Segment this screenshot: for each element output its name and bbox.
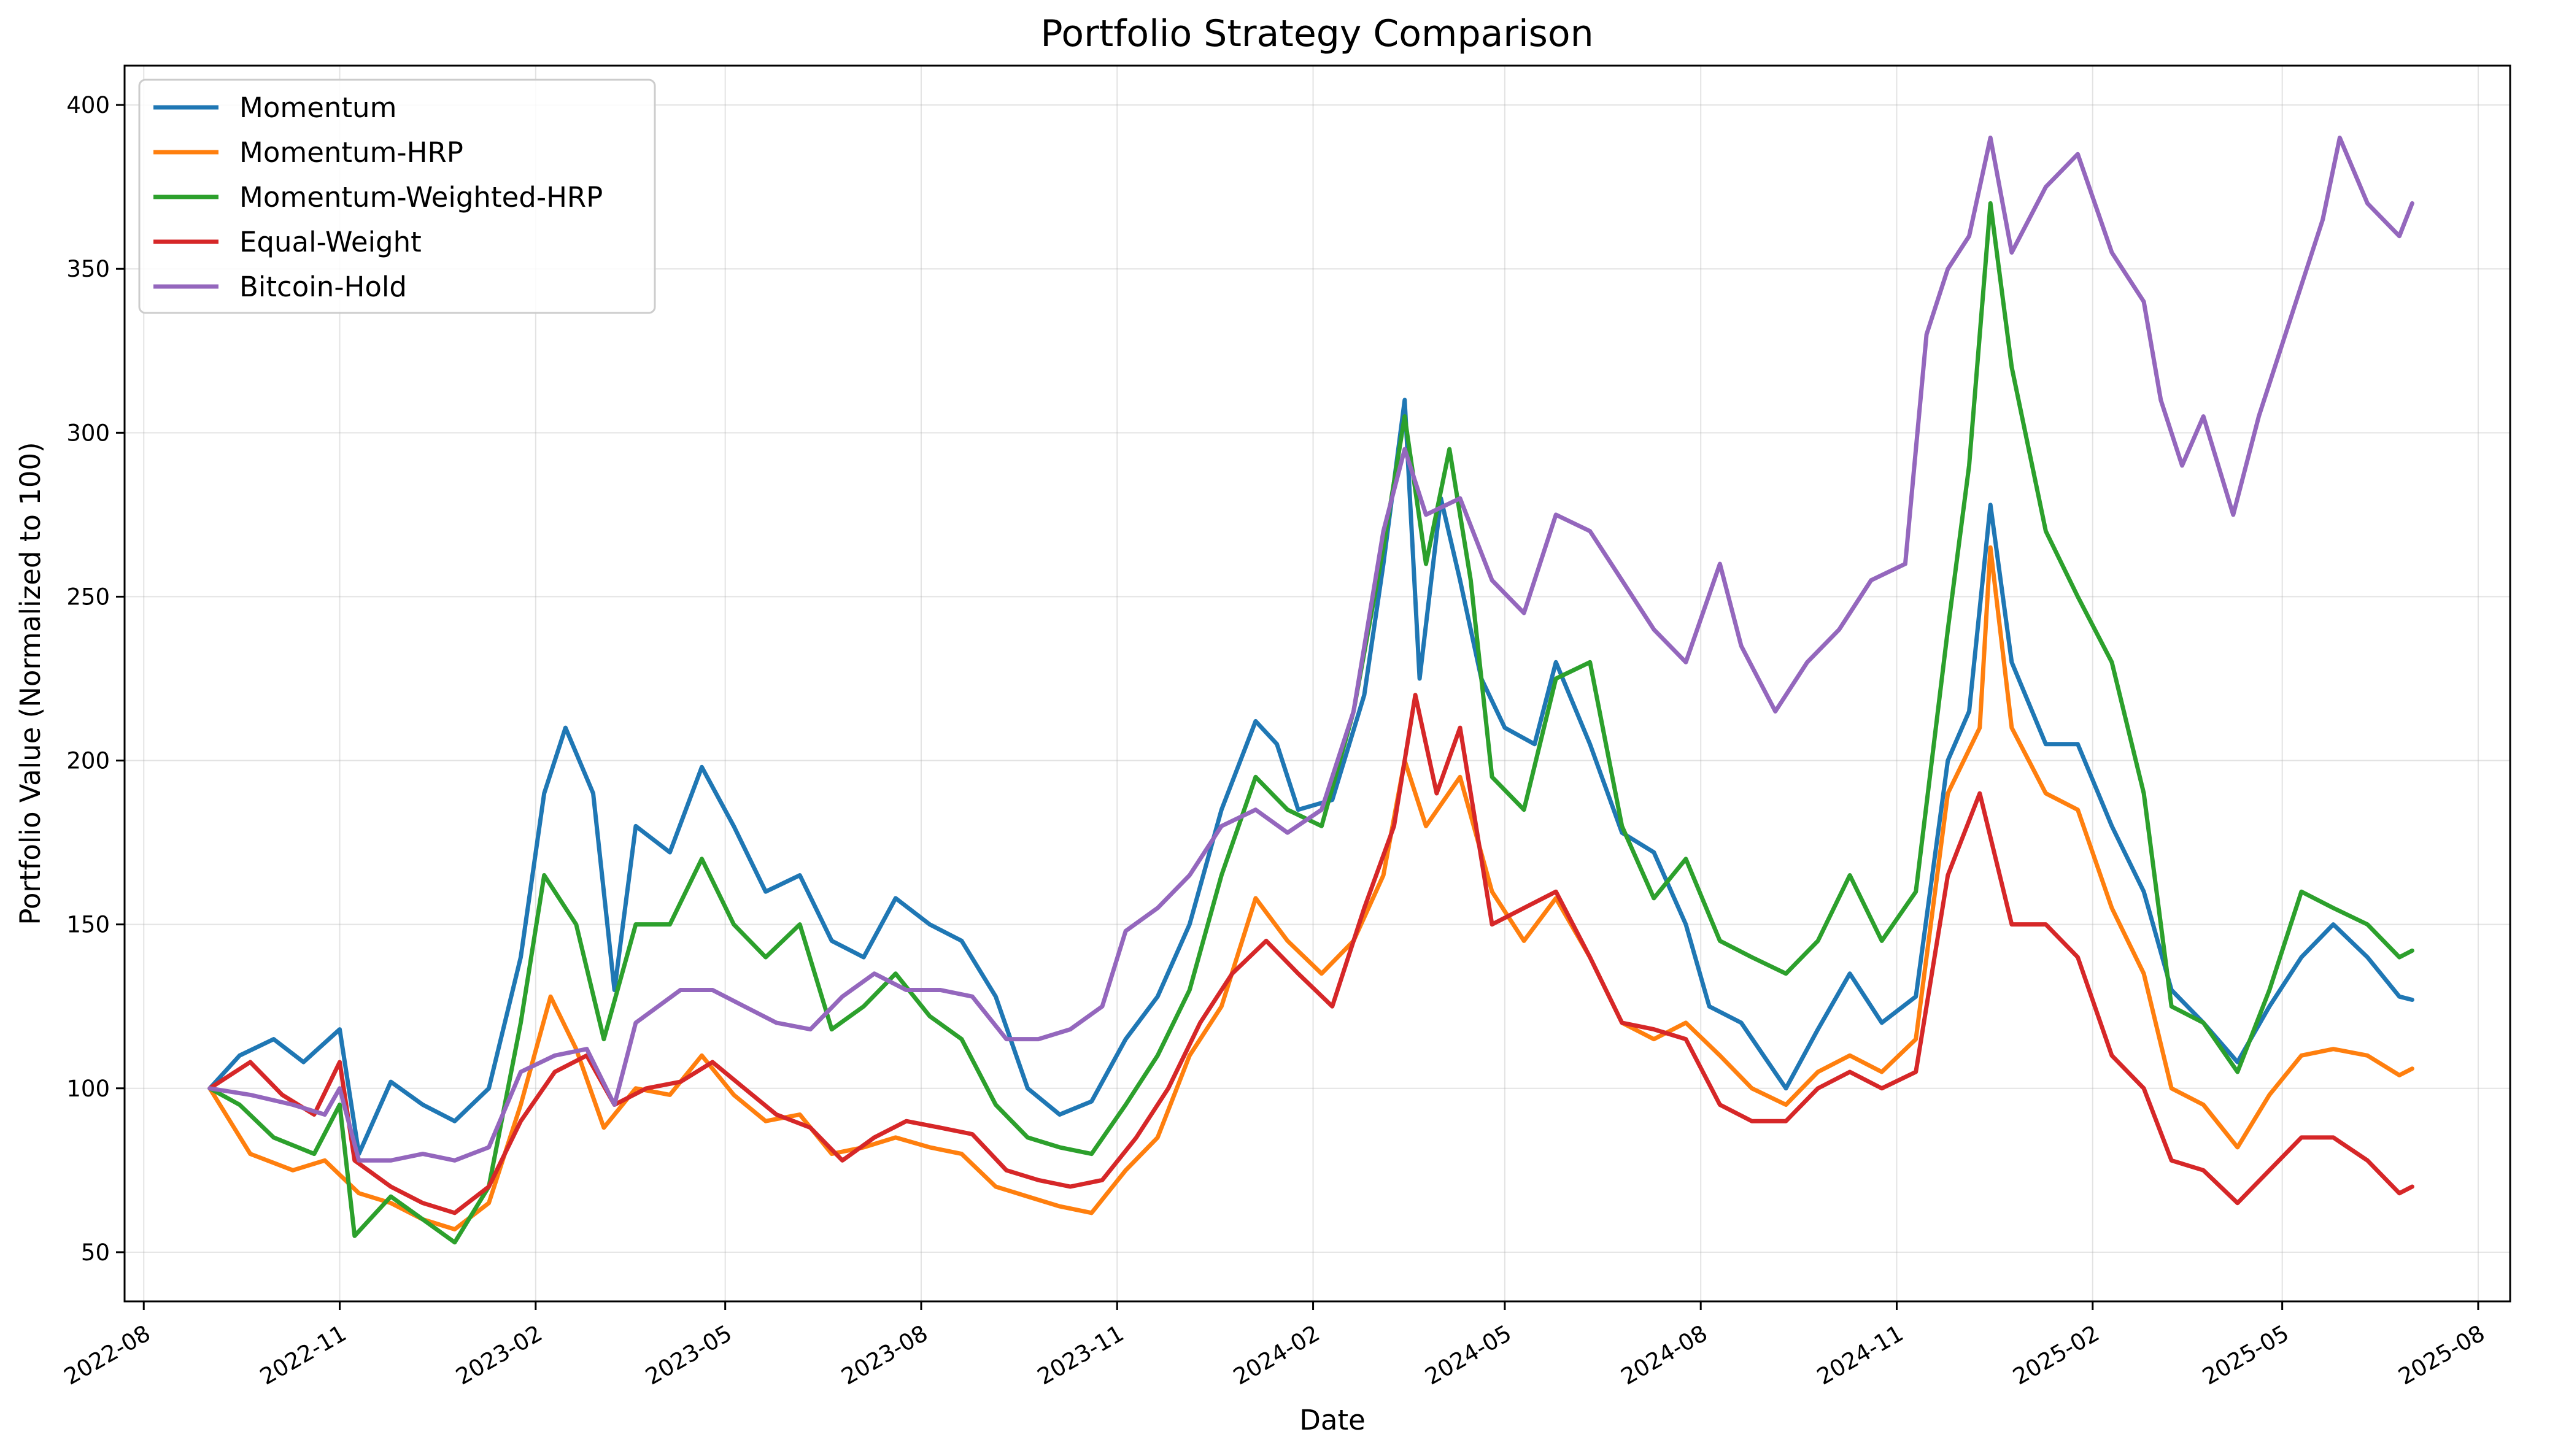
series-line-bitcoin-hold (207, 136, 2414, 1163)
y-axis-label: Portfolio Value (Normalized to 100) (14, 442, 47, 925)
x-axis-label: Date (1299, 1404, 1366, 1436)
y-tick-label: 200 (66, 748, 110, 774)
series-line-equal-weight (207, 693, 2414, 1215)
y-tick-label: 350 (66, 256, 110, 282)
y-tick-label: 250 (66, 584, 110, 610)
legend-label: Bitcoin-Hold (239, 271, 407, 303)
plot-frame (123, 64, 2511, 1303)
y-tick-label: 400 (66, 92, 110, 118)
series-line-momentum (207, 398, 2414, 1157)
y-tick-label: 100 (66, 1076, 110, 1102)
y-tick-label: 300 (66, 420, 110, 446)
legend-label: Momentum-HRP (239, 136, 463, 169)
legend-box (138, 79, 656, 314)
y-tick-label: 150 (66, 912, 110, 938)
legend-label: Momentum-Weighted-HRP (239, 181, 603, 214)
y-tick-label: 50 (81, 1239, 110, 1266)
chart-title: Portfolio Strategy Comparison (1040, 12, 1593, 55)
legend-label: Equal-Weight (239, 226, 422, 258)
legend: Momentum Momentum-HRP Momentum-Weighted-HR… (138, 79, 656, 314)
legend-label: Momentum (239, 91, 396, 124)
series-layer (207, 136, 2414, 1245)
